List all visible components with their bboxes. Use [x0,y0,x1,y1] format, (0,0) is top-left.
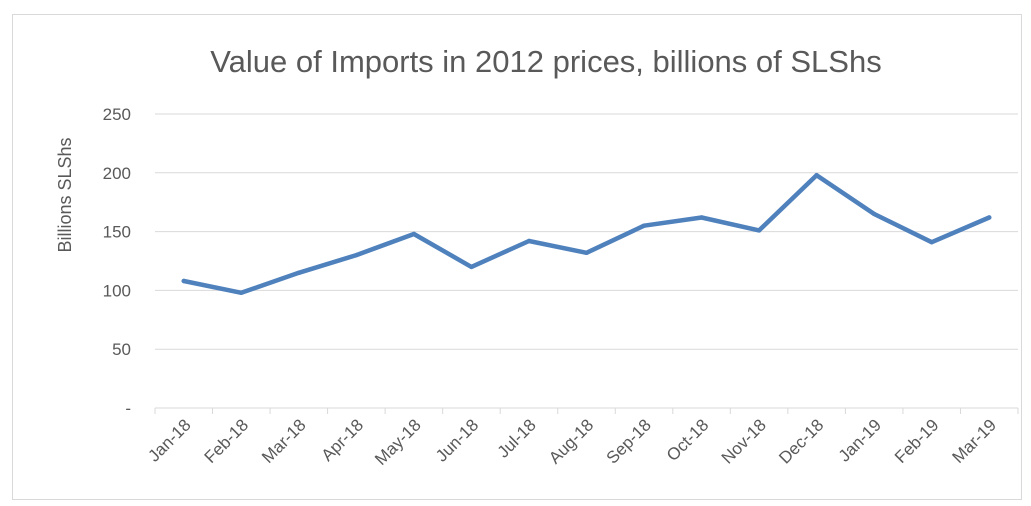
x-tick-label: May-18 [371,415,425,469]
data-point [526,238,532,244]
x-tick-label: Mar-19 [949,415,1001,467]
chart-title: Value of Imports in 2012 prices, billion… [210,44,881,79]
data-point [354,252,359,258]
y-tick-label: 50 [112,340,131,359]
data-point [411,231,417,237]
y-tick-label: 150 [103,223,131,242]
data-point [987,215,992,220]
x-tick-label: Nov-18 [718,415,770,467]
y-axis-label: Billions SLShs [55,137,75,252]
x-tick-label: Jan-19 [835,415,885,465]
data-point [181,278,186,284]
x-tick-label: Jul-18 [494,415,540,461]
y-tick-label: 200 [103,164,131,183]
data-point [699,215,704,220]
x-tick-label: Feb-19 [891,415,943,467]
data-point [756,228,762,233]
y-tick-labels: - 50 100 150 200 250 [103,105,131,418]
x-tick-label: Apr-18 [318,415,368,465]
x-tick-labels: Jan-18 Feb-18 Mar-18 Apr-18 May-18 Jun-18 Jul-… [144,415,1000,469]
data-point [239,290,244,295]
data-point [641,223,647,228]
y-tick-label: 250 [103,105,131,124]
y-tick-label: 100 [103,281,131,300]
x-axis [154,407,1019,414]
data-point [814,172,819,178]
x-tick-label: Dec-18 [775,415,827,467]
x-tick-label: Feb-18 [201,415,253,467]
series-layer [181,172,992,296]
x-tick-label: Sep-18 [603,415,655,467]
data-point [584,250,589,255]
x-tick-label: Jan-18 [144,415,194,465]
data-point [871,211,877,217]
x-tick-label: Jun-18 [432,415,482,465]
data-point [469,264,474,270]
data-point [929,239,934,245]
data-point [296,270,302,275]
y-tick-label: - [125,399,131,418]
x-tick-label: Aug-18 [545,415,597,467]
x-tick-label: Mar-18 [258,415,310,467]
x-tick-label: Oct-18 [663,415,713,465]
gridlines [155,113,1018,350]
chart-frame [12,14,1022,500]
series-line [181,172,992,296]
